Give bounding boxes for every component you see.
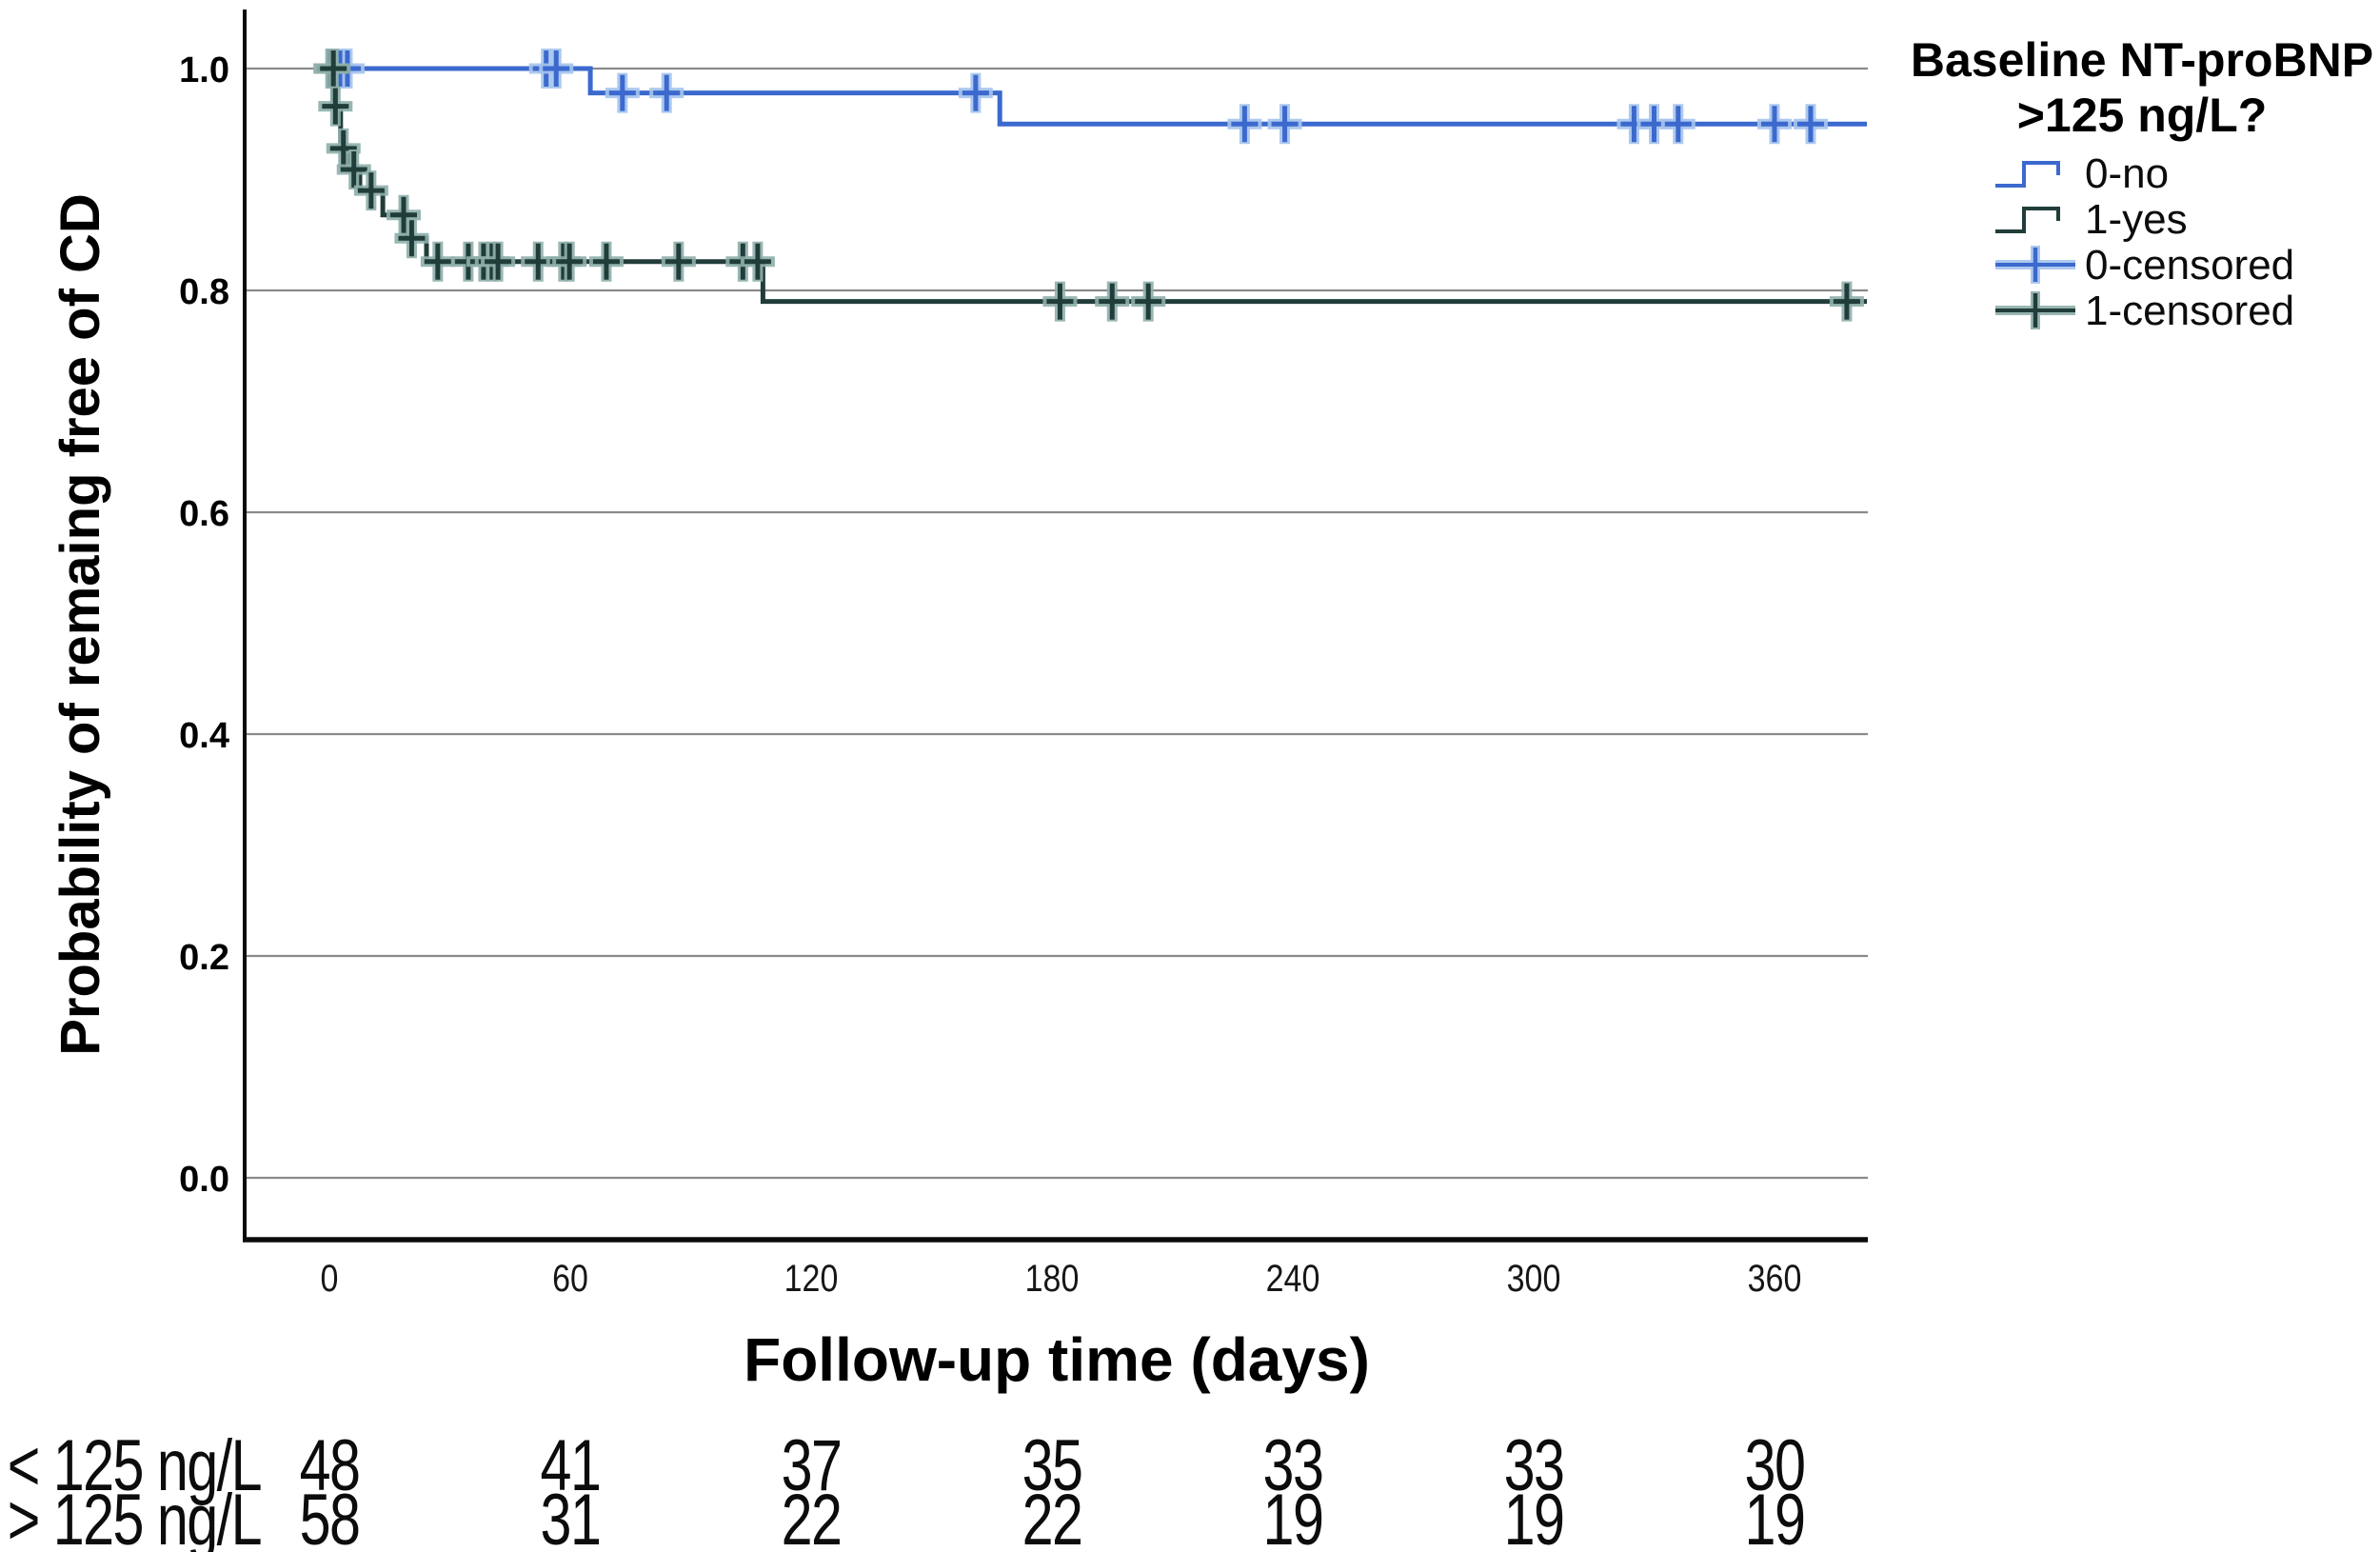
y-axis-tick-labels: 1.0 0.8 0.6 0.4 0.2 0.0 [179, 50, 229, 1200]
risk-value: 33 [1504, 1425, 1564, 1506]
censor-mark-1-yes [316, 49, 351, 89]
y-tick-label: 0.6 [179, 494, 229, 534]
legend-label-1-yes: 1-yes [2085, 196, 2188, 243]
censor-mark-1-yes [353, 170, 388, 211]
risk-value: 19 [1745, 1480, 1805, 1552]
risk-row-label-over-125: > 125 ng/L [8, 1480, 261, 1552]
x-axis-title: Follow-up time (days) [744, 1325, 1370, 1394]
legend-label-1-censored: 1-censored [2085, 288, 2294, 334]
axes [243, 10, 1868, 1243]
risk-value: 22 [1022, 1480, 1082, 1552]
x-tick-label: 240 [1266, 1256, 1320, 1299]
risk-row-values: 48 41 37 35 33 33 30 58 31 22 22 19 19 19 [300, 1425, 1806, 1552]
y-tick-label: 0.4 [179, 716, 229, 756]
censor-mark-1-yes [1829, 281, 1864, 322]
censor-mark-1-yes [740, 241, 775, 282]
risk-value: 19 [1504, 1480, 1564, 1552]
risk-value: 30 [1745, 1425, 1805, 1506]
x-tick-label: 360 [1748, 1256, 1802, 1299]
y-tick-label: 0.0 [179, 1160, 229, 1200]
censor-mark-1-yes [326, 128, 361, 169]
x-tick-label: 180 [1025, 1256, 1080, 1299]
censor-mark-1-yes [1131, 281, 1166, 322]
x-tick-label: 0 [321, 1256, 339, 1299]
legend-label-0-censored: 0-censored [2085, 242, 2294, 289]
censor-mark-0-no [539, 49, 574, 89]
legend: Baseline NT-proBNP >125 ng/L? 0-no 1-yes… [1911, 33, 2373, 334]
legend-glyph-1-yes [1995, 207, 2060, 233]
risk-value: 19 [1263, 1480, 1323, 1552]
y-tick-label: 0.8 [179, 272, 229, 312]
legend-title-line1: Baseline NT-proBNP [1911, 33, 2373, 87]
censor-mark-0-no [1660, 104, 1696, 145]
censor-mark-1-yes [394, 218, 429, 259]
censor-mark-0-no [1227, 104, 1262, 145]
censor-mark-1-yes [1095, 281, 1130, 322]
censor-mark-0-no [1757, 104, 1792, 145]
censor-mark-1-yes [336, 149, 371, 190]
censor-mark-0-no [958, 72, 993, 113]
legend-glyphs [1995, 161, 2075, 329]
risk-value: 35 [1022, 1425, 1082, 1506]
risk-value: 31 [541, 1480, 601, 1552]
risk-value: 37 [782, 1425, 842, 1506]
censor-mark-0-no [605, 72, 640, 113]
x-tick-label: 60 [552, 1256, 588, 1299]
legend-glyph-0-censored [1995, 246, 2075, 284]
risk-value: 41 [541, 1425, 601, 1506]
censor-mark-1-yes [661, 241, 696, 282]
x-axis-tick-labels: 0 60 120 180 240 300 360 [321, 1256, 1802, 1299]
risk-value: 22 [782, 1480, 842, 1552]
legend-title-line2: >125 ng/L? [2017, 89, 2268, 142]
number-at-risk-table: < 125 ng/L > 125 ng/L 48 41 37 35 33 33 30 58 31… [8, 1425, 1806, 1552]
y-axis-title: Probability of remaing free of CD [50, 193, 111, 1056]
censor-mark-1-yes [420, 241, 455, 282]
risk-value: 33 [1263, 1425, 1323, 1506]
censor-mark-1-yes [588, 241, 624, 282]
x-tick-label: 300 [1507, 1256, 1561, 1299]
y-tick-label: 1.0 [179, 50, 229, 90]
censor-mark-0-no [1793, 104, 1828, 145]
censor-mark-1-yes [552, 241, 587, 282]
risk-value: 48 [300, 1425, 360, 1506]
legend-glyph-1-censored [1995, 291, 2075, 329]
x-tick-label: 120 [784, 1256, 839, 1299]
censor-mark-1-yes [1042, 281, 1078, 322]
risk-row-label-under-125: < 125 ng/L [8, 1425, 261, 1506]
censor-mark-0-no [649, 72, 684, 113]
gridlines [245, 67, 1868, 1180]
y-tick-label: 0.2 [179, 938, 229, 978]
legend-glyph-0-no [1995, 161, 2060, 188]
censor-mark-0-no [1267, 104, 1302, 145]
censor-mark-1-yes [318, 86, 353, 127]
legend-label-0-no: 0-no [2085, 150, 2169, 197]
risk-value: 58 [300, 1480, 360, 1552]
censor-mark-1-yes [481, 241, 516, 282]
censor-mark-1-yes [387, 194, 422, 235]
censor-marks [313, 49, 1864, 322]
